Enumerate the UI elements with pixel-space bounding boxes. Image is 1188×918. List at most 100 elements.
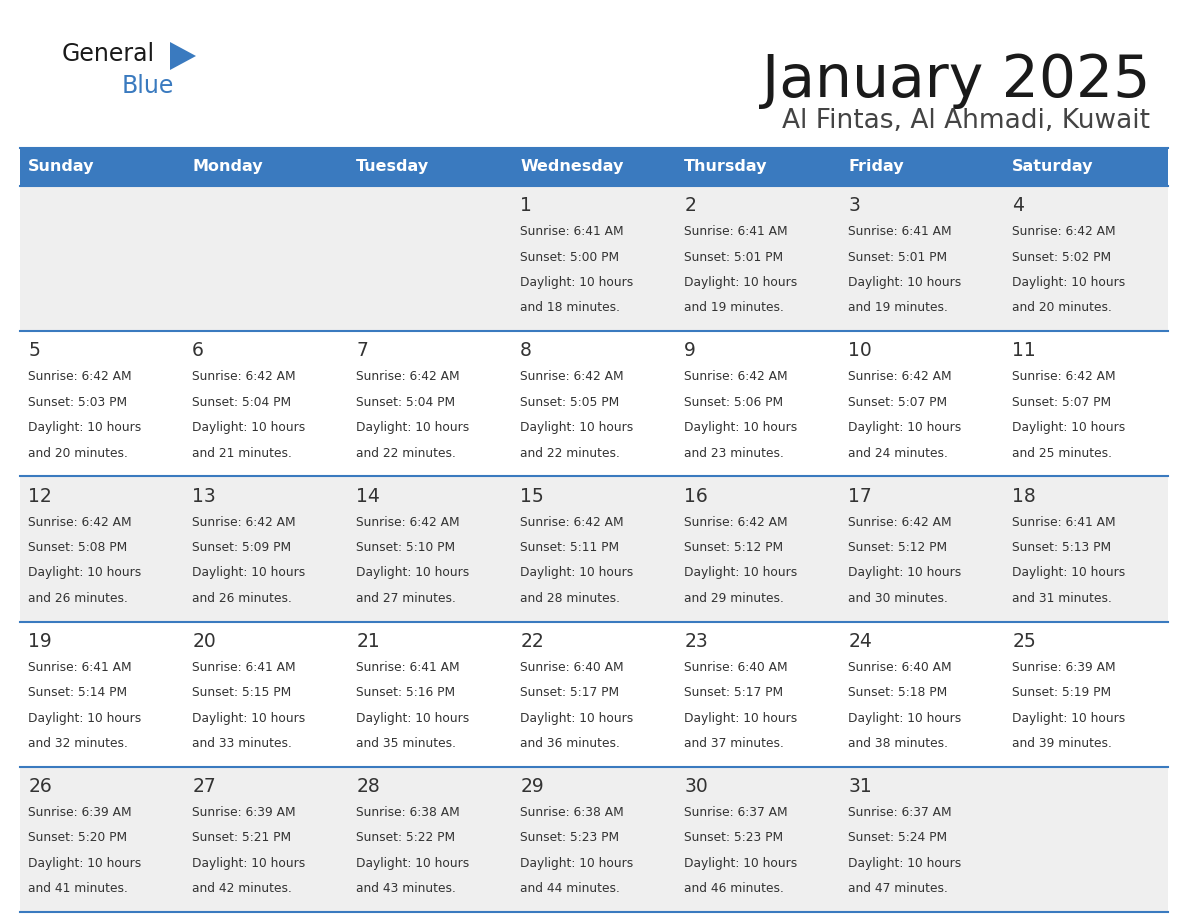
- Text: Sunset: 5:23 PM: Sunset: 5:23 PM: [684, 832, 783, 845]
- Text: Sunset: 5:02 PM: Sunset: 5:02 PM: [1012, 251, 1111, 263]
- Text: Sunrise: 6:42 AM: Sunrise: 6:42 AM: [520, 370, 624, 384]
- Text: Daylight: 10 hours: Daylight: 10 hours: [848, 276, 961, 289]
- Text: and 41 minutes.: and 41 minutes.: [29, 882, 128, 895]
- Text: 15: 15: [520, 487, 544, 506]
- Text: and 18 minutes.: and 18 minutes.: [520, 301, 620, 315]
- Text: Sunrise: 6:42 AM: Sunrise: 6:42 AM: [848, 370, 952, 384]
- Text: Sunset: 5:13 PM: Sunset: 5:13 PM: [1012, 541, 1111, 554]
- Text: and 19 minutes.: and 19 minutes.: [684, 301, 784, 315]
- Text: Daylight: 10 hours: Daylight: 10 hours: [684, 421, 797, 434]
- Text: Daylight: 10 hours: Daylight: 10 hours: [684, 566, 797, 579]
- Text: 30: 30: [684, 777, 708, 796]
- Bar: [20, 186, 1168, 331]
- Text: Sunset: 5:09 PM: Sunset: 5:09 PM: [192, 541, 291, 554]
- Text: Daylight: 10 hours: Daylight: 10 hours: [29, 856, 141, 870]
- Text: Sunset: 5:10 PM: Sunset: 5:10 PM: [356, 541, 455, 554]
- Text: Sunrise: 6:38 AM: Sunrise: 6:38 AM: [520, 806, 624, 819]
- Text: and 37 minutes.: and 37 minutes.: [684, 737, 784, 750]
- Text: 31: 31: [848, 777, 872, 796]
- Text: 1: 1: [520, 196, 532, 215]
- Text: 29: 29: [520, 777, 544, 796]
- Text: Sunrise: 6:40 AM: Sunrise: 6:40 AM: [520, 661, 624, 674]
- Bar: [1004, 148, 1168, 186]
- Text: Sunset: 5:12 PM: Sunset: 5:12 PM: [848, 541, 947, 554]
- Text: Sunrise: 6:42 AM: Sunrise: 6:42 AM: [1012, 225, 1116, 238]
- Text: and 20 minutes.: and 20 minutes.: [29, 447, 128, 460]
- Text: Sunset: 5:18 PM: Sunset: 5:18 PM: [848, 687, 948, 700]
- Text: Al Fintas, Al Ahmadi, Kuwait: Al Fintas, Al Ahmadi, Kuwait: [782, 108, 1150, 134]
- Text: Sunset: 5:04 PM: Sunset: 5:04 PM: [192, 396, 291, 409]
- Text: Saturday: Saturday: [1012, 160, 1094, 174]
- Text: Wednesday: Wednesday: [520, 160, 624, 174]
- Text: Daylight: 10 hours: Daylight: 10 hours: [1012, 421, 1125, 434]
- Text: 12: 12: [29, 487, 52, 506]
- Text: and 42 minutes.: and 42 minutes.: [192, 882, 292, 895]
- Text: 25: 25: [1012, 632, 1036, 651]
- Text: 21: 21: [356, 632, 380, 651]
- Text: 10: 10: [848, 341, 872, 361]
- Text: Daylight: 10 hours: Daylight: 10 hours: [29, 421, 141, 434]
- Text: Daylight: 10 hours: Daylight: 10 hours: [192, 421, 305, 434]
- Text: and 24 minutes.: and 24 minutes.: [848, 447, 948, 460]
- Text: 18: 18: [1012, 487, 1036, 506]
- Text: 23: 23: [684, 632, 708, 651]
- Text: and 27 minutes.: and 27 minutes.: [356, 592, 456, 605]
- Text: Daylight: 10 hours: Daylight: 10 hours: [29, 711, 141, 724]
- Text: 27: 27: [192, 777, 216, 796]
- Text: Daylight: 10 hours: Daylight: 10 hours: [1012, 276, 1125, 289]
- Text: 3: 3: [848, 196, 860, 215]
- Text: Sunset: 5:11 PM: Sunset: 5:11 PM: [520, 541, 619, 554]
- Text: Thursday: Thursday: [684, 160, 767, 174]
- Text: Sunrise: 6:41 AM: Sunrise: 6:41 AM: [848, 225, 952, 238]
- Text: Sunset: 5:05 PM: Sunset: 5:05 PM: [520, 396, 619, 409]
- Text: and 28 minutes.: and 28 minutes.: [520, 592, 620, 605]
- Text: Sunrise: 6:42 AM: Sunrise: 6:42 AM: [192, 370, 296, 384]
- Text: Sunrise: 6:40 AM: Sunrise: 6:40 AM: [848, 661, 952, 674]
- Text: Sunset: 5:17 PM: Sunset: 5:17 PM: [684, 687, 783, 700]
- Bar: [512, 148, 676, 186]
- Text: Sunday: Sunday: [29, 160, 95, 174]
- Text: and 19 minutes.: and 19 minutes.: [848, 301, 948, 315]
- Text: and 23 minutes.: and 23 minutes.: [684, 447, 784, 460]
- Text: Sunrise: 6:42 AM: Sunrise: 6:42 AM: [192, 516, 296, 529]
- Text: 11: 11: [1012, 341, 1036, 361]
- Text: and 29 minutes.: and 29 minutes.: [684, 592, 784, 605]
- Text: Sunrise: 6:41 AM: Sunrise: 6:41 AM: [192, 661, 296, 674]
- Text: Daylight: 10 hours: Daylight: 10 hours: [356, 421, 469, 434]
- Bar: [20, 476, 1168, 621]
- Text: and 43 minutes.: and 43 minutes.: [356, 882, 456, 895]
- Text: Sunrise: 6:37 AM: Sunrise: 6:37 AM: [848, 806, 952, 819]
- Text: Daylight: 10 hours: Daylight: 10 hours: [848, 711, 961, 724]
- Text: Sunset: 5:00 PM: Sunset: 5:00 PM: [520, 251, 619, 263]
- Text: Sunrise: 6:42 AM: Sunrise: 6:42 AM: [684, 516, 788, 529]
- Text: Daylight: 10 hours: Daylight: 10 hours: [520, 421, 633, 434]
- Text: Sunrise: 6:42 AM: Sunrise: 6:42 AM: [29, 370, 132, 384]
- Text: and 33 minutes.: and 33 minutes.: [192, 737, 292, 750]
- Text: Daylight: 10 hours: Daylight: 10 hours: [684, 276, 797, 289]
- Text: Daylight: 10 hours: Daylight: 10 hours: [520, 711, 633, 724]
- Text: Sunrise: 6:39 AM: Sunrise: 6:39 AM: [192, 806, 296, 819]
- Text: Sunrise: 6:42 AM: Sunrise: 6:42 AM: [29, 516, 132, 529]
- Text: and 26 minutes.: and 26 minutes.: [192, 592, 292, 605]
- Bar: [20, 331, 1168, 476]
- Text: Daylight: 10 hours: Daylight: 10 hours: [192, 566, 305, 579]
- Text: Daylight: 10 hours: Daylight: 10 hours: [356, 856, 469, 870]
- Text: Daylight: 10 hours: Daylight: 10 hours: [192, 856, 305, 870]
- Text: Sunrise: 6:42 AM: Sunrise: 6:42 AM: [356, 370, 460, 384]
- Text: Sunset: 5:21 PM: Sunset: 5:21 PM: [192, 832, 291, 845]
- Bar: [20, 767, 1168, 912]
- Text: and 44 minutes.: and 44 minutes.: [520, 882, 620, 895]
- Text: Daylight: 10 hours: Daylight: 10 hours: [192, 711, 305, 724]
- Text: and 32 minutes.: and 32 minutes.: [29, 737, 128, 750]
- Text: Sunrise: 6:42 AM: Sunrise: 6:42 AM: [356, 516, 460, 529]
- Text: 28: 28: [356, 777, 380, 796]
- Text: and 38 minutes.: and 38 minutes.: [848, 737, 948, 750]
- Text: Sunset: 5:15 PM: Sunset: 5:15 PM: [192, 687, 291, 700]
- Text: Sunrise: 6:41 AM: Sunrise: 6:41 AM: [684, 225, 788, 238]
- Text: and 21 minutes.: and 21 minutes.: [192, 447, 292, 460]
- Text: 22: 22: [520, 632, 544, 651]
- Text: 5: 5: [29, 341, 40, 361]
- Text: Daylight: 10 hours: Daylight: 10 hours: [520, 856, 633, 870]
- Text: Sunset: 5:17 PM: Sunset: 5:17 PM: [520, 687, 619, 700]
- Text: Sunrise: 6:42 AM: Sunrise: 6:42 AM: [520, 516, 624, 529]
